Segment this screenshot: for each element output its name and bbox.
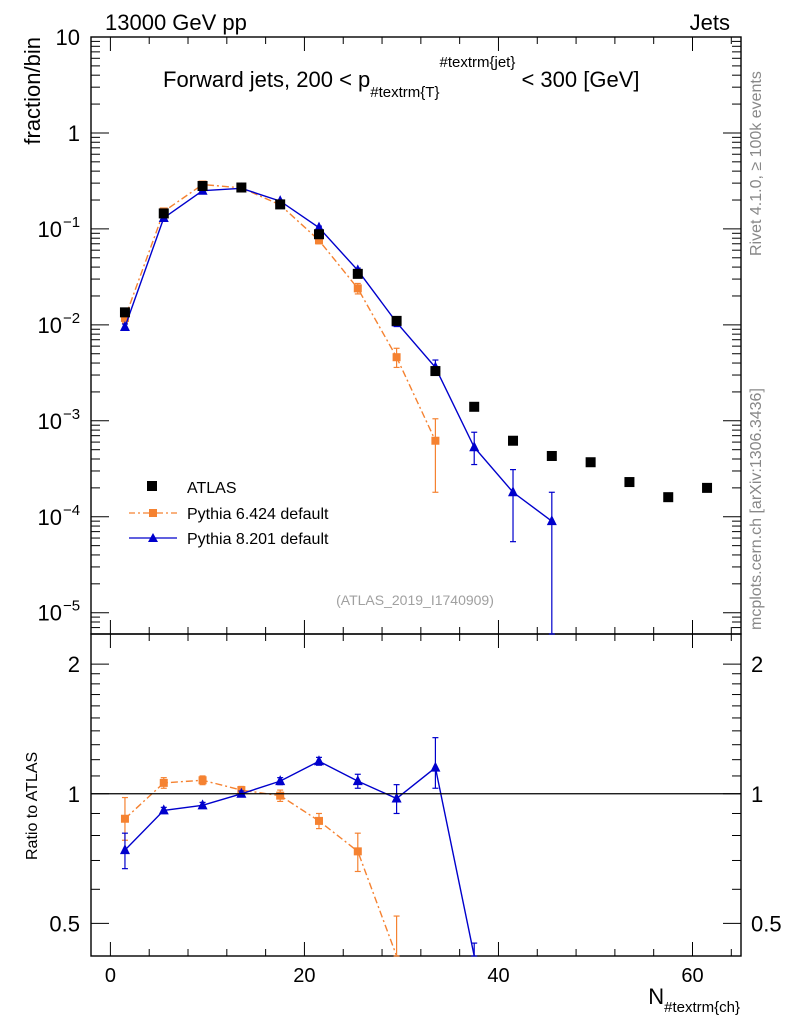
main-y-axis-title: fraction/bin: [20, 37, 45, 145]
main-atlas-point: [119, 307, 130, 318]
main-atlas-point: [430, 366, 441, 377]
main-atlas-point: [236, 182, 247, 193]
ratio-pythia8-line: [124, 760, 475, 957]
ratio-y-tick-label-left: 1: [68, 782, 80, 807]
mcplots-label: mcplots.cern.ch [arXiv:1306.3436]: [748, 388, 765, 630]
title-superscript: #textrm{jet}: [439, 54, 515, 71]
main-y-tick-label: 10: [38, 409, 62, 434]
header-jets-label: Jets: [690, 10, 730, 35]
x-axis-title-main: N: [648, 984, 664, 1009]
main-y-tick-exponent: −2: [63, 310, 80, 327]
ratio-pythia6-point: [198, 776, 207, 785]
x-tick-label: 0: [105, 965, 116, 987]
main-y-tick-label: 10: [56, 25, 80, 50]
x-tick-label: 40: [487, 965, 509, 987]
main-atlas-point: [275, 199, 286, 210]
ratio-pythia8-point: [236, 787, 247, 798]
ratio-pythia6-point: [353, 847, 362, 856]
ratio-pythia8-point: [158, 804, 169, 815]
legend-atlas-marker: [147, 481, 157, 491]
x-tick-label: 60: [681, 965, 703, 987]
main-pythia6-point: [392, 353, 401, 362]
rivet-version-label: Rivet 4.1.0, ≥ 100k events: [748, 71, 765, 256]
ratio-y-tick-label-left: 0.5: [49, 911, 80, 936]
ratio-pythia8-point: [275, 775, 286, 786]
ratio-pythia6-line: [124, 779, 398, 957]
main-atlas-point: [313, 229, 324, 240]
main-atlas-point: [508, 435, 519, 446]
main-atlas-point: [391, 315, 402, 326]
ratio-pythia6-point: [314, 816, 323, 825]
main-pythia8-point: [313, 221, 324, 232]
legend-pythia8-label: Pythia 8.201 default: [187, 531, 329, 548]
ratio-plot-frame: [90, 633, 742, 957]
ratio-pythia8-point: [313, 755, 324, 766]
main-atlas-point: [197, 180, 208, 191]
analysis-tag: (ATLAS_2019_I1740909): [336, 592, 494, 608]
main-plot-marks: [119, 180, 713, 635]
main-y-tick-exponent: −3: [63, 406, 80, 423]
header-energy-label: 13000 GeV pp: [105, 10, 247, 35]
title-subscript: #textrm{T}: [370, 84, 439, 101]
main-atlas-point: [624, 477, 635, 488]
ratio-y-axis-title: Ratio to ATLAS: [24, 752, 41, 860]
ratio-y-tick-label-right: 0.5: [751, 911, 782, 936]
legend-atlas-label: ATLAS: [187, 480, 237, 497]
main-y-tick-exponent: −5: [63, 598, 80, 615]
main-y-tick-label: 10: [38, 217, 62, 242]
main-atlas-point: [546, 450, 557, 461]
main-pythia6-point: [431, 436, 440, 445]
main-y-tick-exponent: −4: [63, 502, 80, 519]
main-atlas-point: [585, 457, 596, 468]
main-atlas-point: [469, 401, 480, 412]
legend-pythia6-label: Pythia 6.424 default: [187, 506, 329, 523]
ratio-plot-marks: [119, 737, 478, 957]
ratio-pythia8-point: [197, 799, 208, 810]
main-atlas-point: [702, 482, 713, 493]
ratio-pythia8-point: [352, 775, 363, 786]
main-pythia6-point: [120, 313, 129, 322]
x-axis-title: N#textrm{ch}: [648, 984, 740, 1016]
legend-pythia8-marker: [148, 533, 158, 542]
main-pythia6-point: [314, 236, 323, 245]
main-y-tick-label: 1: [68, 121, 80, 146]
legend-pythia6-marker: [149, 509, 157, 517]
ratio-pythia6-point: [159, 778, 168, 787]
main-pythia6-point: [353, 284, 362, 293]
x-tick-label: 20: [293, 965, 315, 987]
main-atlas-point: [663, 492, 674, 503]
title-suffix: < 300 [GeV]: [515, 67, 639, 92]
x-axis-title-subscript: #textrm{ch}: [664, 999, 740, 1016]
ratio-pythia6-point: [120, 814, 129, 823]
main-pythia8-point: [469, 441, 480, 452]
plot-title: Forward jets, 200 < p#textrm{T}#textrm{j…: [163, 54, 640, 101]
ratio-y-tick-label-left: 2: [68, 652, 80, 677]
main-pythia8-line: [124, 187, 553, 522]
legend: ATLAS Pythia 6.424 default Pythia 8.201 …: [129, 480, 329, 548]
main-y-tick-label: 10: [38, 505, 62, 530]
title-main: Forward jets, 200 < p: [163, 67, 370, 92]
main-atlas-point: [158, 208, 169, 219]
ratio-pythia8-point: [430, 761, 441, 772]
main-y-tick-exponent: −1: [63, 214, 80, 231]
main-pythia8-point: [508, 486, 519, 497]
ratio-pythia8-point: [391, 792, 402, 803]
ratio-y-tick-label-right: 2: [751, 652, 763, 677]
main-y-tick-label: 10: [38, 601, 62, 626]
main-atlas-point: [352, 268, 363, 279]
main-pythia8-point: [546, 515, 557, 526]
main-y-tick-label: 10: [38, 313, 62, 338]
main-pythia8-point: [119, 320, 130, 331]
ratio-pythia8-point: [119, 844, 130, 855]
ratio-pythia6-point: [276, 791, 285, 800]
ratio-y-tick-label-right: 1: [751, 782, 763, 807]
